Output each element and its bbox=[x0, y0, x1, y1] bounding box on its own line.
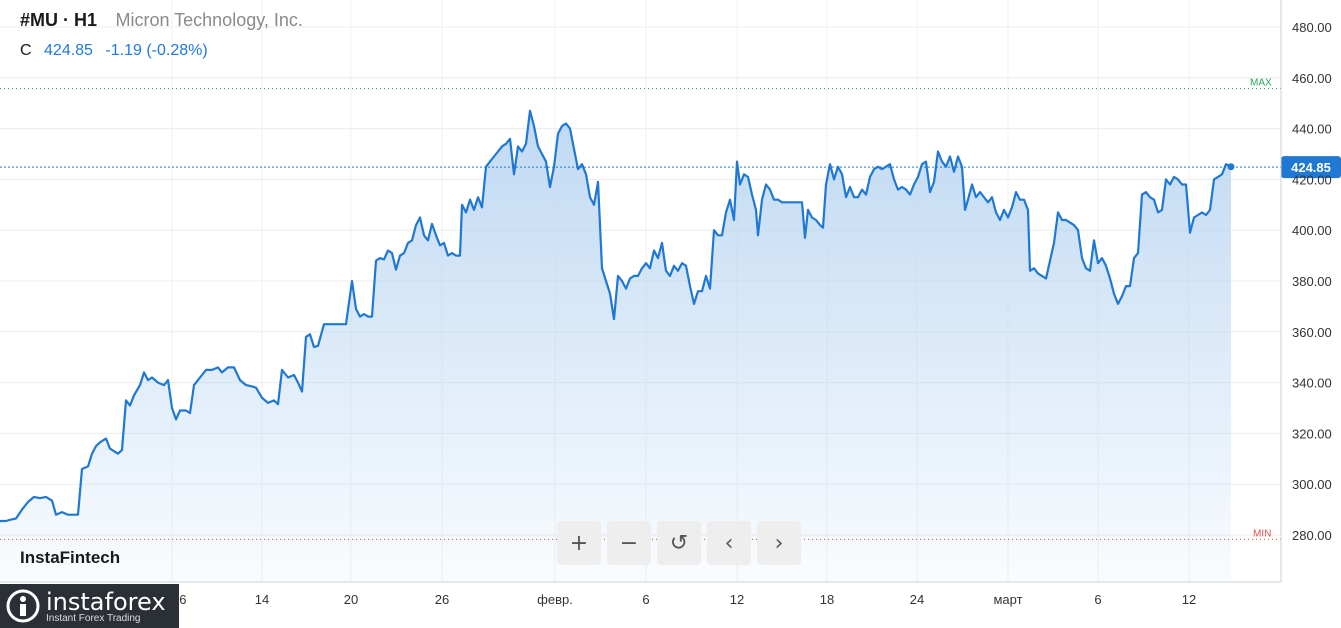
logo-tagline: Instant Forex Trading bbox=[46, 613, 141, 624]
x-tick-label: 18 bbox=[820, 592, 834, 607]
x-tick-label: 24 bbox=[910, 592, 924, 607]
y-tick-label: 420.00 bbox=[1292, 172, 1332, 187]
series-area bbox=[0, 109, 1232, 583]
x-tick-label: февр. bbox=[537, 592, 573, 607]
y-tick-label: 480.00 bbox=[1292, 20, 1332, 35]
x-tick-label: март bbox=[993, 592, 1022, 607]
min-label: MIN bbox=[1253, 528, 1271, 539]
scroll-left-button[interactable]: ‹ bbox=[707, 521, 751, 565]
logo-icon bbox=[6, 589, 40, 623]
y-tick-label: 440.00 bbox=[1292, 122, 1332, 137]
quote-line: C 424.85 -1.19 (-0.28%) bbox=[20, 42, 216, 60]
x-tick-label: 12 bbox=[730, 592, 744, 607]
price-tag bbox=[1281, 156, 1341, 179]
axes: 280.00 300.00 320.00 340.00 360.00 380.00 400.… bbox=[0, 0, 1332, 607]
chart-header: #MU · H1 Micron Technology, Inc. bbox=[20, 10, 303, 31]
x-tick-label: 14 bbox=[255, 592, 269, 607]
y-tick-label: 460.00 bbox=[1292, 71, 1332, 86]
max-label: MAX bbox=[1250, 77, 1272, 88]
series-line bbox=[0, 109, 1232, 523]
y-tick-label: 320.00 bbox=[1292, 426, 1332, 441]
y-tick-label: 400.00 bbox=[1292, 223, 1332, 238]
scroll-right-button[interactable]: › bbox=[757, 521, 801, 565]
x-tick-label: 12 bbox=[1182, 592, 1196, 607]
zoom-in-button[interactable]: + bbox=[557, 521, 601, 565]
close-label: C bbox=[20, 42, 32, 59]
close-price: 424.85 bbox=[44, 42, 93, 59]
x-tick-label: 20 bbox=[344, 592, 358, 607]
reset-button[interactable]: ↺ bbox=[657, 521, 701, 565]
y-tick-label: 340.00 bbox=[1292, 376, 1332, 391]
y-tick-label: 360.00 bbox=[1292, 325, 1332, 340]
instaforex-logo[interactable]: instaforex Instant Forex Trading bbox=[0, 584, 179, 628]
price-tag-label: 424.85 bbox=[1291, 160, 1331, 175]
price-change: -1.19 (-0.28%) bbox=[105, 42, 208, 59]
x-tick-label: 6 bbox=[1094, 592, 1101, 607]
symbol-label: #MU · H1 bbox=[20, 10, 98, 30]
logo-text: instaforex bbox=[46, 588, 166, 616]
x-tick-label: 26 bbox=[435, 592, 449, 607]
last-price-marker bbox=[1227, 163, 1235, 171]
y-tick-label: 280.00 bbox=[1292, 528, 1332, 543]
y-tick-label: 300.00 bbox=[1292, 477, 1332, 492]
zoom-out-button[interactable]: − bbox=[607, 521, 651, 565]
chart-toolbar: + − ↺ ‹ › bbox=[557, 521, 801, 565]
series-fill bbox=[0, 110, 1231, 583]
y-tick-label: 380.00 bbox=[1292, 274, 1332, 289]
instafintech-brand: InstaFintech bbox=[20, 548, 121, 567]
x-tick-label: 6 bbox=[642, 592, 649, 607]
company-name: Micron Technology, Inc. bbox=[115, 10, 303, 30]
